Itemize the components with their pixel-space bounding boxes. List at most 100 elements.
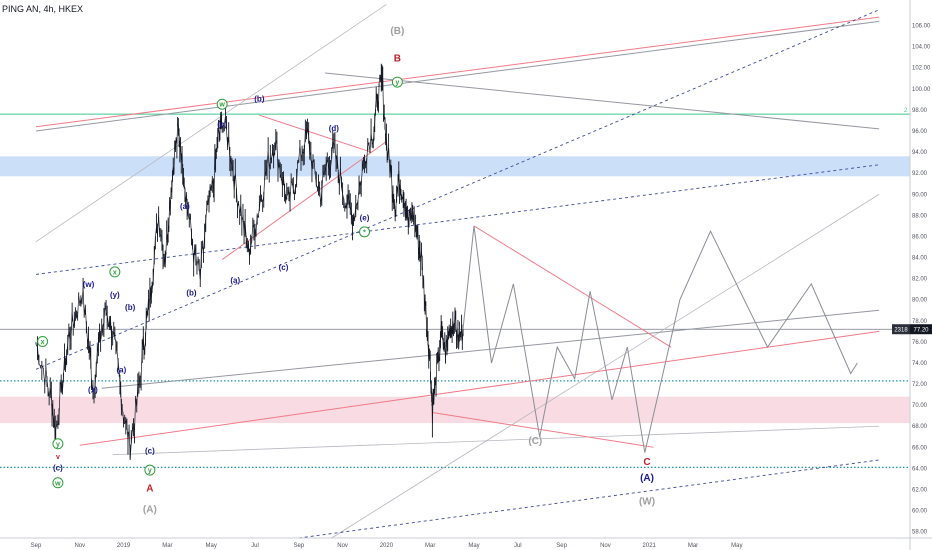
- price-badge-code-bg: [892, 324, 910, 335]
- y-tick-label: 82.00: [912, 277, 928, 283]
- wave-label: A: [146, 484, 153, 495]
- y-tick-label: 60.00: [912, 509, 928, 515]
- y-tick-label: 68.00: [912, 424, 928, 430]
- x-tick-label: Nov: [600, 543, 611, 549]
- y-axis-panel: [910, 0, 932, 550]
- wave-label: v: [56, 454, 60, 461]
- y-tick-label: 70.00: [912, 403, 928, 409]
- wave-label: (a): [230, 276, 240, 285]
- wave-label: (c): [53, 464, 63, 473]
- wave-label: (b): [125, 303, 136, 312]
- x-tick-label: Nov: [74, 543, 85, 549]
- wave-label: w: [54, 480, 61, 487]
- price-layer: [35, 63, 464, 460]
- chart-title: PING AN, 4h, HKEX: [2, 4, 83, 14]
- red-projection-low: [432, 412, 654, 448]
- wave-label: (y): [110, 291, 120, 300]
- wave-label: (W): [639, 496, 655, 507]
- y-tick-label: 96.00: [912, 129, 928, 135]
- wave-label-circle: [52, 477, 64, 489]
- wave-labels-layer: (B) By w (b) (c) (d) (a) (b) (a) (c) (e) * x (w) (y) (b…: [37, 26, 655, 516]
- wave-label: *: [363, 229, 366, 236]
- y-tick-label: 78.00: [912, 319, 928, 325]
- x-tick-label: 2021: [643, 543, 657, 549]
- gray-lower-channel: [112, 425, 880, 456]
- blue-dashed-bottom: [298, 459, 880, 539]
- y-tick-label: 86.00: [912, 234, 928, 240]
- x-tick-label: Mar: [688, 543, 698, 549]
- x-tick-label: May: [468, 543, 479, 549]
- y-tick-label: 106.00: [912, 24, 931, 30]
- wave-label: y: [148, 468, 152, 475]
- y-tick-label: 100.00: [912, 87, 931, 93]
- x-tick-label: May: [206, 543, 217, 549]
- wave-label: y: [56, 441, 60, 448]
- projection-layer: [462, 225, 858, 453]
- y-tick-label: 92.00: [912, 171, 928, 177]
- y-tick-label: 102.00: [912, 66, 931, 72]
- x-tick-label: Jul: [514, 543, 522, 549]
- wave-label: x: [113, 269, 117, 276]
- red-projection-down: [473, 225, 672, 348]
- blue-dashed-mid: [35, 164, 880, 275]
- wave-label: (b): [254, 94, 265, 103]
- wave-label: (C): [528, 436, 542, 447]
- y-tick-label: 80.00: [912, 298, 928, 304]
- wave-label: (c): [217, 120, 227, 129]
- price-badge-value: 77.20: [913, 328, 929, 334]
- projection-path: [462, 225, 858, 453]
- wave-label: y: [395, 80, 399, 87]
- y-tick-label: 64.00: [912, 466, 928, 472]
- y-tick-label: 62.00: [912, 487, 928, 493]
- x-tick-label: Sep: [31, 543, 42, 549]
- gray-upper-channel: [35, 20, 880, 132]
- x-tick-label: Mar: [162, 543, 172, 549]
- wave-label-circle: [359, 226, 370, 238]
- red-upper-channel: [35, 16, 880, 128]
- wave-label: (d): [329, 124, 340, 133]
- x-tick-label: 2019: [117, 543, 131, 549]
- y-tick-label: 74.00: [912, 361, 928, 367]
- wave-label: (B): [390, 26, 404, 37]
- y-tick-label: 90.00: [912, 192, 928, 198]
- wave-label-circle: [144, 464, 156, 476]
- price-line: [35, 75, 464, 459]
- price-badge-value-bg: [910, 324, 932, 335]
- y-tick-label: 66.00: [912, 445, 928, 451]
- wave-label: w: [218, 102, 225, 109]
- x-tick-label: Jul: [251, 543, 259, 549]
- wave-label: (a): [117, 365, 127, 374]
- y-tick-label: 84.00: [912, 256, 928, 262]
- wave-label: (c): [279, 263, 289, 272]
- wave-label: (A): [143, 505, 157, 516]
- y-tick-label: 88.00: [912, 213, 928, 219]
- trendlines-layer: [35, 4, 880, 539]
- y-tick-label: 94.00: [912, 150, 928, 156]
- blue-dashed-steep: [35, 9, 880, 370]
- pink-support-zone: [0, 396, 910, 424]
- price-badge-code: 2318: [894, 328, 908, 334]
- y-tick-label: 76.00: [912, 340, 928, 346]
- wave-label-circle: [109, 266, 121, 278]
- wave-label: (c): [145, 447, 155, 456]
- wave-label: (b): [186, 288, 197, 297]
- gray-thin-diagonal: [35, 4, 387, 243]
- teal-line-label: 2: [904, 108, 908, 114]
- zones-layer: [0, 156, 910, 424]
- wave-label: C: [643, 457, 650, 468]
- wave-label-circle: [391, 76, 403, 88]
- wave-label-circle: [52, 438, 64, 450]
- gray-descending-top: [325, 72, 880, 130]
- wave-label-circle: [216, 98, 228, 110]
- wave-label: B: [394, 53, 401, 64]
- x-tick-label: 2020: [380, 543, 394, 549]
- blue-resistance-zone: [0, 156, 910, 177]
- x-tick-label: Mar: [425, 543, 435, 549]
- y-tick-label: 98.00: [912, 108, 928, 114]
- y-tick-label: 104.00: [912, 45, 931, 51]
- x-tick-label: Nov: [337, 543, 348, 549]
